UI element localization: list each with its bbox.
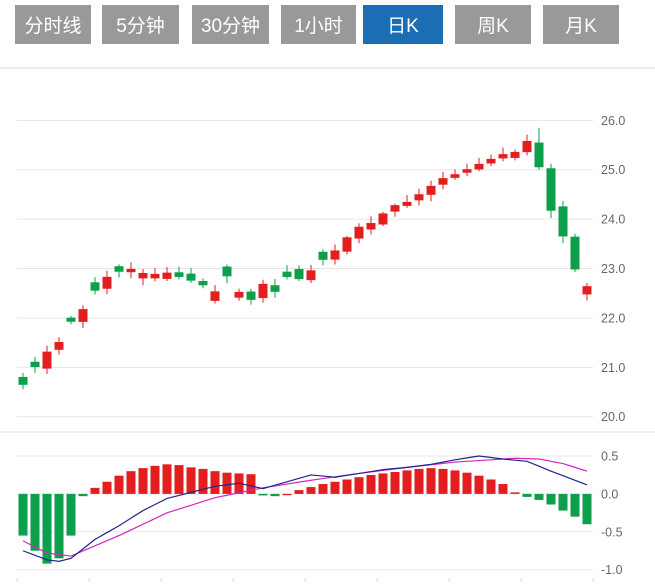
svg-text:22.0: 22.0	[601, 311, 625, 325]
svg-text:24.0: 24.0	[601, 213, 625, 227]
svg-text:25.0: 25.0	[601, 163, 625, 177]
svg-text:26.0: 26.0	[601, 114, 625, 128]
svg-text:-0.5: -0.5	[601, 525, 623, 539]
svg-text:21.0: 21.0	[601, 361, 625, 375]
svg-text:20.0: 20.0	[601, 410, 625, 424]
svg-text:0.0: 0.0	[601, 487, 618, 501]
svg-text:-1.0: -1.0	[601, 563, 623, 577]
svg-text:23.0: 23.0	[601, 262, 625, 276]
svg-text:0.5: 0.5	[601, 450, 618, 464]
